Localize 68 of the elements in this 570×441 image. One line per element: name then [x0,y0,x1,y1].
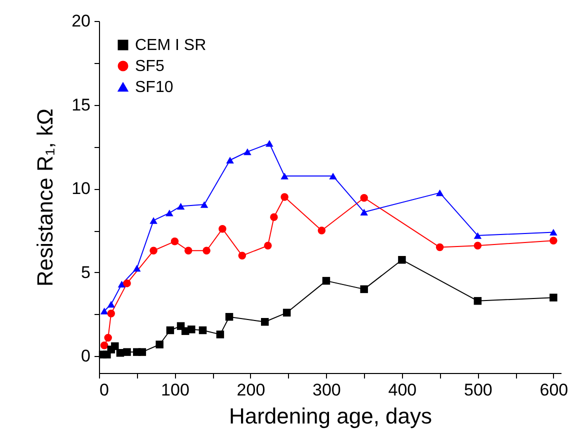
point [318,226,326,234]
x-tick-label: 500 [464,380,492,400]
point [184,246,192,255]
y-tick-label: 15 [72,95,90,114]
point [474,242,482,250]
point [188,326,196,334]
point [436,189,444,196]
point [100,341,108,350]
point [202,246,210,255]
y-axis-title: Resistance R₁, kΩ [32,108,58,286]
point [216,330,224,338]
point [266,140,274,147]
point [198,326,207,334]
point [107,310,115,318]
point [260,318,269,326]
point [123,279,131,288]
point [329,172,337,180]
point [280,193,288,201]
y-tick-label: 20 [72,12,90,30]
x-tick-label: 200 [236,380,266,400]
point [550,236,558,244]
point [150,217,158,224]
point [118,280,126,288]
x-axis-title: Hardening age, days [228,404,432,428]
point [244,148,252,156]
point [322,276,330,285]
point [270,213,278,221]
point [264,242,272,250]
point [111,342,119,350]
legend-label: SF5 [135,58,164,75]
point [226,156,234,164]
point [360,285,368,294]
x-tick-label: 100 [161,380,190,400]
point [166,326,174,334]
point [474,232,482,239]
point [280,172,288,180]
x-tick-label: 300 [312,380,341,400]
y-tick-label: 0 [81,346,90,366]
point [200,201,208,208]
point [436,243,444,252]
point [398,256,406,264]
point [132,264,141,272]
point [550,228,558,236]
point [360,208,368,216]
point [474,297,482,305]
legend-label: SF10 [135,79,174,96]
point [170,238,179,246]
legend-label: CEM I SR [135,37,206,54]
point [550,294,558,302]
point [104,334,112,342]
point [282,308,291,317]
point [100,308,108,314]
point [107,300,115,308]
point [138,348,146,356]
x-tick-label: 0 [100,380,109,400]
point [218,224,226,233]
y-tick-label: 10 [72,179,90,198]
point [360,194,368,202]
x-tick-label: 600 [540,380,568,400]
point [176,202,185,210]
point [166,210,174,216]
point [225,312,234,321]
x-tick-label: 400 [388,380,417,400]
point [123,348,131,356]
y-tick-label: 5 [81,262,90,282]
point [150,246,158,255]
point [238,252,246,260]
point [156,340,164,348]
